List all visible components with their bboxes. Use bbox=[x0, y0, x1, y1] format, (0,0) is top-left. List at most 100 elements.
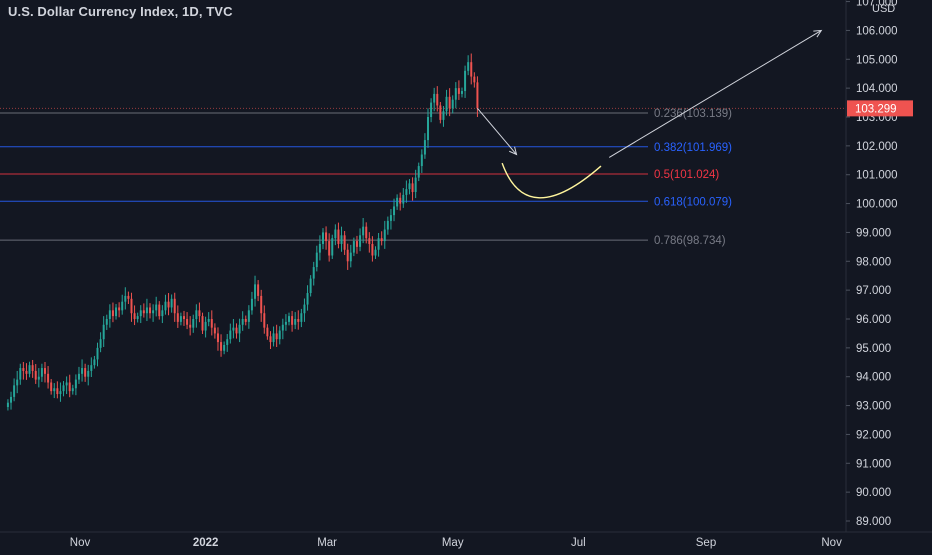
candle-body[interactable] bbox=[19, 368, 22, 380]
candle-body[interactable] bbox=[235, 327, 238, 334]
candle-body[interactable] bbox=[337, 229, 340, 244]
candle-body[interactable] bbox=[470, 62, 473, 77]
candle-body[interactable] bbox=[417, 166, 420, 178]
candle-body[interactable] bbox=[241, 319, 244, 325]
projection-arrow-up-shaft[interactable] bbox=[608, 29, 822, 158]
candle-body[interactable] bbox=[71, 388, 74, 392]
candle-body[interactable] bbox=[238, 324, 241, 334]
candle-body[interactable] bbox=[352, 241, 355, 253]
candle-body[interactable] bbox=[96, 347, 99, 360]
candle-body[interactable] bbox=[312, 267, 315, 279]
candle-body[interactable] bbox=[359, 235, 362, 247]
candle-body[interactable] bbox=[167, 301, 170, 308]
candle-body[interactable] bbox=[158, 304, 161, 317]
candle-body[interactable] bbox=[260, 295, 263, 314]
candle-body[interactable] bbox=[325, 232, 328, 242]
candle-body[interactable] bbox=[133, 313, 136, 319]
candle-body[interactable] bbox=[476, 82, 479, 109]
projection-arrow-down-shaft[interactable] bbox=[477, 108, 517, 155]
candle-body[interactable] bbox=[411, 183, 414, 193]
candle-body[interactable] bbox=[420, 154, 423, 167]
candle-body[interactable] bbox=[77, 373, 80, 380]
candle-body[interactable] bbox=[115, 307, 118, 317]
candle-body[interactable] bbox=[93, 359, 96, 366]
candle-body[interactable] bbox=[25, 370, 28, 374]
candle-body[interactable] bbox=[43, 368, 46, 374]
candle-body[interactable] bbox=[467, 62, 470, 71]
candle-body[interactable] bbox=[216, 333, 219, 343]
candle-body[interactable] bbox=[229, 330, 232, 340]
candle-body[interactable] bbox=[380, 238, 383, 242]
candle-body[interactable] bbox=[321, 232, 324, 244]
candle-body[interactable] bbox=[186, 319, 189, 325]
candle-body[interactable] bbox=[247, 310, 250, 322]
candle-body[interactable] bbox=[457, 88, 460, 94]
candle-body[interactable] bbox=[99, 339, 102, 348]
candle-body[interactable] bbox=[454, 88, 457, 100]
candle-body[interactable] bbox=[343, 235, 346, 250]
candle-body[interactable] bbox=[195, 310, 198, 319]
candle-body[interactable] bbox=[414, 177, 417, 193]
candle-body[interactable] bbox=[272, 333, 275, 343]
candle-body[interactable] bbox=[124, 295, 127, 302]
candle-body[interactable] bbox=[149, 307, 152, 314]
candle-body[interactable] bbox=[473, 76, 476, 83]
candle-body[interactable] bbox=[127, 295, 130, 299]
candle-body[interactable] bbox=[108, 310, 111, 319]
candle-body[interactable] bbox=[448, 96, 451, 109]
candle-body[interactable] bbox=[81, 368, 84, 374]
candle-body[interactable] bbox=[423, 140, 426, 155]
candle-body[interactable] bbox=[257, 284, 260, 296]
candle-body[interactable] bbox=[383, 229, 386, 242]
candle-body[interactable] bbox=[111, 310, 114, 317]
candle-body[interactable] bbox=[62, 385, 65, 392]
candle-body[interactable] bbox=[389, 215, 392, 221]
candle-body[interactable] bbox=[74, 379, 77, 389]
candle-body[interactable] bbox=[284, 321, 287, 325]
candle-body[interactable] bbox=[189, 324, 192, 328]
candle-body[interactable] bbox=[155, 304, 158, 311]
candle-body[interactable] bbox=[56, 388, 59, 395]
projection-curve[interactable] bbox=[501, 162, 602, 199]
candle-body[interactable] bbox=[393, 206, 396, 216]
candle-body[interactable] bbox=[47, 373, 50, 383]
candle-body[interactable] bbox=[161, 310, 164, 317]
candle-body[interactable] bbox=[220, 342, 223, 351]
candle-body[interactable] bbox=[232, 327, 235, 331]
candle-body[interactable] bbox=[315, 252, 318, 268]
candle-body[interactable] bbox=[402, 194, 405, 204]
candle-body[interactable] bbox=[433, 93, 436, 103]
candle-body[interactable] bbox=[303, 304, 306, 314]
candle-body[interactable] bbox=[87, 370, 90, 377]
candle-body[interactable] bbox=[340, 235, 343, 244]
candle-body[interactable] bbox=[142, 310, 145, 314]
candle-body[interactable] bbox=[105, 319, 108, 325]
candle-body[interactable] bbox=[130, 298, 133, 314]
candle-body[interactable] bbox=[173, 298, 176, 314]
candle-body[interactable] bbox=[145, 307, 148, 314]
candle-body[interactable] bbox=[176, 313, 179, 322]
candle-body[interactable] bbox=[204, 321, 207, 331]
candle-body[interactable] bbox=[427, 117, 430, 141]
candle-body[interactable] bbox=[399, 197, 402, 204]
candle-body[interactable] bbox=[263, 313, 266, 328]
candle-body[interactable] bbox=[65, 382, 68, 386]
candle-body[interactable] bbox=[13, 385, 16, 397]
candle-body[interactable] bbox=[328, 241, 331, 256]
candle-body[interactable] bbox=[170, 298, 173, 308]
candle-body[interactable] bbox=[50, 382, 53, 392]
candle-body[interactable] bbox=[179, 316, 182, 322]
candle-body[interactable] bbox=[355, 241, 358, 247]
candle-body[interactable] bbox=[294, 319, 297, 325]
candle-body[interactable] bbox=[84, 368, 87, 377]
candle-body[interactable] bbox=[309, 278, 312, 294]
candle-body[interactable] bbox=[464, 70, 467, 92]
candle-body[interactable] bbox=[460, 91, 463, 94]
candle-body[interactable] bbox=[31, 365, 34, 371]
candle-body[interactable] bbox=[278, 330, 281, 340]
candle-body[interactable] bbox=[16, 379, 19, 386]
candle-body[interactable] bbox=[198, 310, 201, 317]
last-price-badge[interactable] bbox=[847, 100, 913, 117]
